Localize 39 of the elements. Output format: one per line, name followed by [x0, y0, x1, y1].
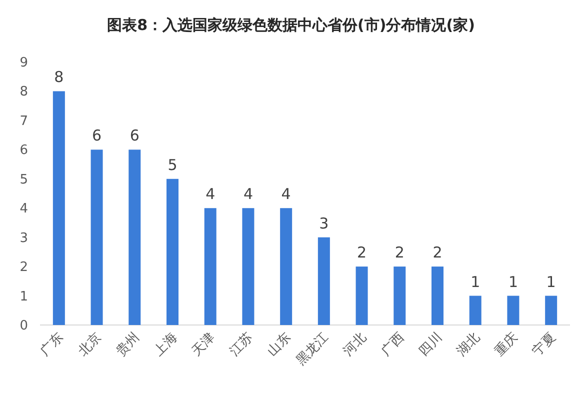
y-tick-label: 2: [20, 260, 28, 276]
data-label: 5: [168, 156, 178, 174]
data-label: 2: [394, 244, 404, 262]
data-label: 4: [206, 185, 216, 204]
data-label: 1: [546, 272, 556, 291]
data-label: 8: [54, 68, 64, 86]
x-tick-label: 江苏: [227, 330, 256, 360]
data-label: 1: [508, 272, 518, 291]
data-label: 2: [432, 244, 442, 262]
y-tick-label: 8: [20, 84, 28, 100]
y-tick-label: 0: [20, 318, 28, 334]
x-tick-label: 上海: [151, 330, 180, 360]
x-tick-label: 山东: [264, 330, 294, 360]
data-label: 4: [243, 185, 253, 204]
y-tick-label: 4: [20, 202, 28, 217]
y-tick-label: 7: [20, 114, 28, 129]
x-tick-label: 重庆: [492, 330, 522, 360]
data-label: 6: [130, 126, 140, 145]
x-tick-label: 宁夏: [529, 330, 559, 360]
x-tick-label: 黑龙江: [294, 330, 332, 368]
data-label: 4: [281, 185, 291, 204]
x-tick-label: 四川: [416, 330, 446, 360]
x-tick-label: 湖北: [454, 330, 484, 360]
x-tick-label: 广西: [378, 330, 408, 360]
x-tick-label: 河北: [340, 330, 370, 360]
x-tick-label: 天津: [189, 330, 218, 360]
y-tick-label: 5: [20, 172, 28, 188]
data-label: 1: [470, 272, 480, 291]
x-tick-label: 北京: [76, 330, 105, 360]
y-tick-label: 6: [20, 143, 28, 158]
data-label: 3: [319, 214, 329, 232]
data-label: 6: [92, 126, 102, 145]
y-tick-label: 9: [20, 56, 28, 70]
y-tick-label: 3: [20, 230, 28, 246]
x-tick-label: 贵州: [113, 330, 142, 360]
x-tick-label: 广东: [38, 330, 67, 360]
y-tick-label: 1: [20, 289, 28, 304]
title: 图表8：入选国家级绿色数据中心省份(市)分布情况(家): [107, 16, 475, 34]
data-label: 2: [357, 244, 367, 262]
